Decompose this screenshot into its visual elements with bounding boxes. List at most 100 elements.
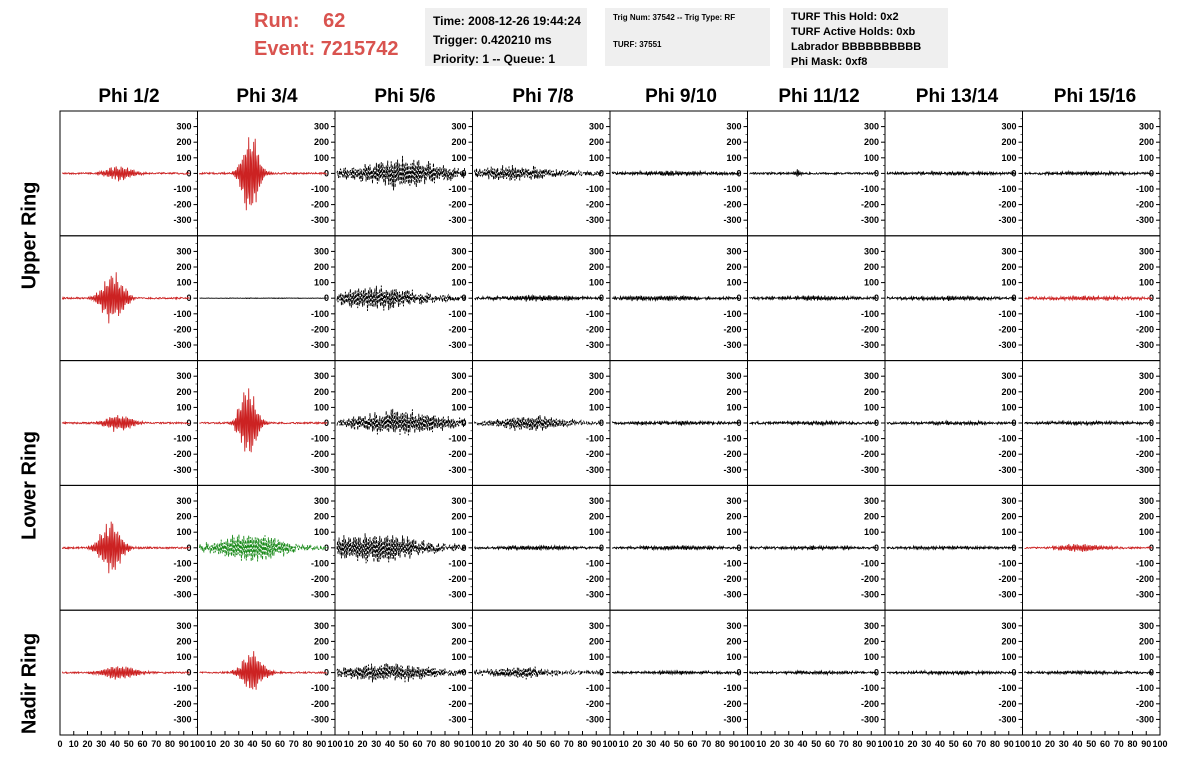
y-tick-label: 300 [1139, 621, 1154, 631]
y-tick-label: -100 [998, 434, 1016, 444]
y-tick-label: -100 [173, 184, 191, 194]
waveform-trace [749, 544, 878, 552]
y-tick-label: 100 [314, 527, 329, 537]
waveform-trace [336, 285, 466, 312]
waveform-trace [611, 544, 741, 552]
waveform-trace [474, 294, 603, 302]
y-tick-label: -200 [448, 699, 466, 709]
x-tick-label: 10 [619, 739, 629, 749]
y-tick-label: 200 [1001, 137, 1016, 147]
y-tick-label: 100 [314, 652, 329, 662]
y-tick-label: 100 [726, 278, 741, 288]
y-tick-label: 200 [1001, 387, 1016, 397]
y-tick-label: -200 [311, 324, 329, 334]
y-tick-label: 100 [589, 652, 604, 662]
x-tick-label: 40 [247, 739, 257, 749]
x-tick-label: 40 [1072, 739, 1082, 749]
y-tick-label: 100 [1139, 278, 1154, 288]
y-tick-label: -100 [861, 683, 879, 693]
x-tick-label: 70 [701, 739, 711, 749]
y-tick-label: 300 [726, 496, 741, 506]
col-header-phi-7-8: Phi 7/8 [512, 86, 574, 107]
y-tick-label: -100 [1136, 434, 1154, 444]
y-tick-label: -100 [998, 558, 1016, 568]
y-tick-label: -100 [448, 683, 466, 693]
run-line: Run: 62 [254, 10, 345, 33]
x-tick-label: 80 [302, 739, 312, 749]
y-tick-label: -200 [311, 699, 329, 709]
y-tick-label: 300 [314, 496, 329, 506]
y-tick-label: 100 [451, 652, 466, 662]
y-tick-label: -300 [448, 465, 466, 475]
waveform-trace [474, 415, 603, 432]
y-tick-label: 100 [1139, 652, 1154, 662]
waveform-trace [336, 533, 466, 564]
y-tick-label: -300 [861, 714, 879, 724]
y-tick-label: 300 [1001, 496, 1016, 506]
y-tick-label: -300 [311, 465, 329, 475]
trig-num-line: Trig Num: 37542 -- Trig Type: RF [613, 13, 736, 22]
y-tick-label: -100 [311, 434, 329, 444]
y-tick-label: 200 [451, 512, 466, 522]
y-tick-label: -300 [448, 215, 466, 225]
y-tick-label: 200 [589, 636, 604, 646]
y-tick-label: 200 [1139, 636, 1154, 646]
x-tick-label: 10 [69, 739, 79, 749]
y-tick-label: 200 [176, 512, 191, 522]
y-tick-label: 300 [1001, 371, 1016, 381]
y-tick-label: 300 [1001, 246, 1016, 256]
y-tick-label: -100 [1136, 683, 1154, 693]
x-tick-label: 100 [327, 739, 342, 749]
y-tick-label: 100 [726, 527, 741, 537]
y-tick-label: -300 [311, 215, 329, 225]
waveform-trace [61, 666, 190, 680]
y-tick-label: 100 [589, 527, 604, 537]
x-tick-label: 60 [550, 739, 560, 749]
x-tick-label: 90 [729, 739, 739, 749]
waveform-trace [611, 419, 741, 427]
x-tick-label: 40 [660, 739, 670, 749]
x-tick-label: 10 [1031, 739, 1041, 749]
x-tick-label: 90 [1004, 739, 1014, 749]
y-tick-label: -200 [173, 324, 191, 334]
y-tick-label: -200 [861, 449, 879, 459]
x-tick-label: 30 [371, 739, 381, 749]
y-tick-label: -300 [311, 340, 329, 350]
y-tick-label: -300 [173, 465, 191, 475]
x-tick-label: 80 [715, 739, 725, 749]
y-tick-label: 100 [726, 402, 741, 412]
y-tick-label: 0 [324, 168, 329, 178]
y-tick-label: 100 [1001, 402, 1016, 412]
y-tick-label: 100 [451, 402, 466, 412]
y-tick-label: 100 [314, 278, 329, 288]
y-tick-label: -100 [861, 309, 879, 319]
y-tick-label: 200 [451, 387, 466, 397]
y-tick-label: -300 [173, 340, 191, 350]
y-tick-label: -300 [586, 215, 604, 225]
x-tick-label: 100 [877, 739, 892, 749]
x-tick-label: 30 [1059, 739, 1069, 749]
y-tick-label: -200 [723, 574, 741, 584]
y-tick-label: -100 [448, 434, 466, 444]
time-info-box: Time: 2008-12-26 19:44:24 Trigger: 0.420… [425, 8, 587, 66]
y-tick-label: -200 [448, 574, 466, 584]
y-tick-label: 200 [314, 387, 329, 397]
y-tick-label: -200 [723, 324, 741, 334]
y-tick-label: 200 [1139, 512, 1154, 522]
y-tick-label: -300 [723, 465, 741, 475]
x-tick-label: 80 [1127, 739, 1137, 749]
y-tick-label: 200 [1139, 262, 1154, 272]
y-tick-label: -100 [861, 558, 879, 568]
x-tick-label: 100 [602, 739, 617, 749]
waveform-trace [474, 544, 603, 552]
trigger-line: Trigger: 0.420210 ms [433, 33, 552, 47]
waveform-trace [749, 169, 878, 178]
waveform-trace [749, 294, 878, 302]
y-tick-label: 100 [1001, 153, 1016, 163]
y-tick-label: 100 [176, 402, 191, 412]
y-tick-label: 100 [864, 652, 879, 662]
waveform-trace [1024, 419, 1153, 427]
y-tick-label: 200 [451, 262, 466, 272]
waveform-trace [1024, 169, 1153, 177]
x-tick-label: 20 [82, 739, 92, 749]
